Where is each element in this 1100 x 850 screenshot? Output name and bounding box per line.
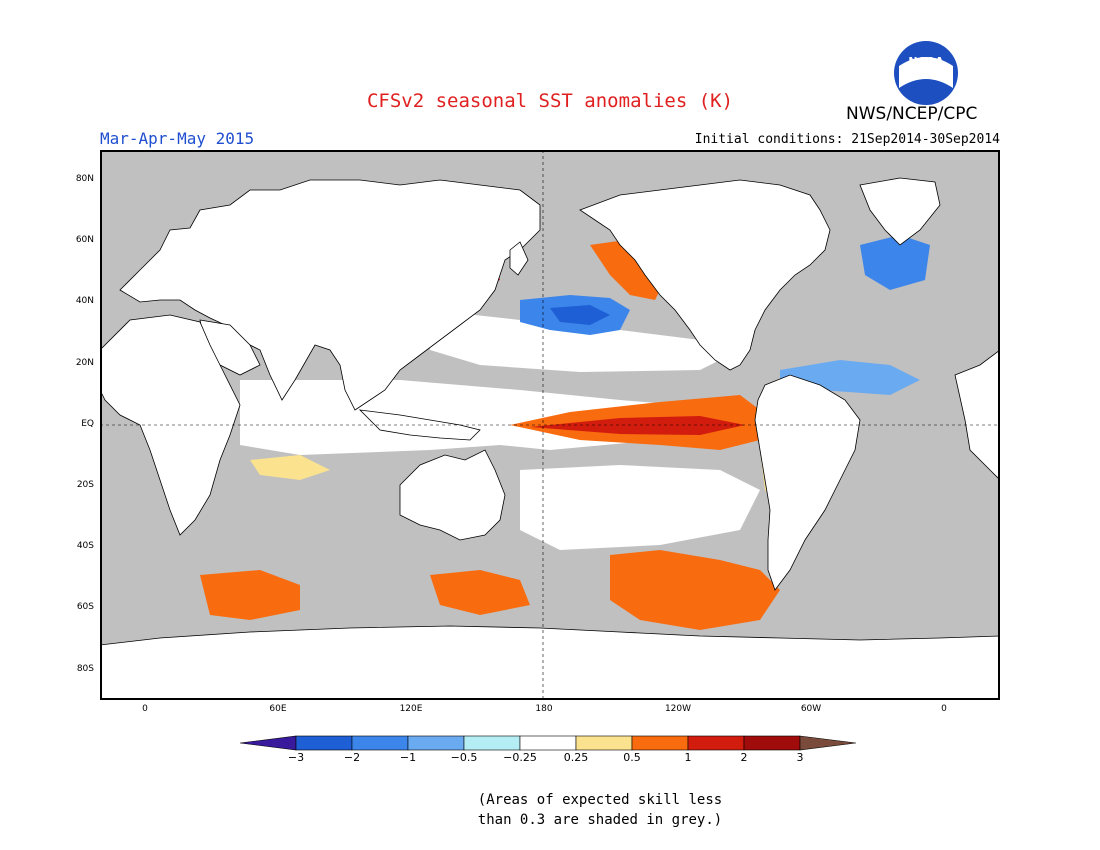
colorbar-segment [519, 735, 577, 751]
skill-note-line2: than 0.3 are shaded in grey.) [477, 812, 723, 828]
colorbar-tick-label: 0.25 [563, 751, 589, 764]
equator-dateline-grid [100, 150, 1000, 700]
sst-anomaly-map [100, 150, 1000, 700]
lon-label: 120E [399, 704, 423, 714]
initial-conditions: Initial conditions: 21Sep2014-30Sep2014 [694, 132, 1000, 147]
colorbar-tick-label: 0.5 [623, 751, 641, 764]
lon-label: 180 [535, 704, 553, 714]
southern-warm-1 [610, 550, 780, 630]
lat-label: 80N [75, 174, 94, 184]
map-title: CFSv2 seasonal SST anomalies (K) [366, 90, 734, 112]
logo-text: NOAA [908, 55, 944, 68]
lat-label: EQ [81, 418, 94, 429]
white-north-pacific [430, 310, 740, 372]
lat-label: 20S [76, 480, 94, 490]
enso-red-core [530, 416, 745, 435]
colorbar-min-arrow [239, 735, 297, 751]
colorbar-tick-label: −1 [399, 751, 417, 764]
white-south-pacific [520, 465, 760, 550]
lon-label: 60W [800, 704, 822, 714]
colorbar-tick-label: 2 [740, 751, 748, 764]
colorbar-tick-label: 3 [796, 751, 804, 764]
lat-label: 20N [75, 357, 94, 368]
colorbar-segment [575, 735, 633, 751]
anomaly-patches [200, 235, 930, 630]
agency-label: NWS/NCEP/CPC [846, 104, 978, 124]
colorbar-segment [743, 735, 801, 751]
lon-label: 120W [664, 704, 692, 714]
lon-label: 60E [269, 704, 287, 714]
north-atlantic-cold [860, 235, 930, 290]
lat-label: 60N [75, 235, 94, 246]
southern-warm-3 [430, 570, 530, 615]
colorbar-segment [687, 735, 745, 751]
colorbar-segment [407, 735, 465, 751]
colorbar-tick-label: −0.5 [450, 751, 478, 764]
north-pacific-cold-inner [550, 305, 610, 325]
colorbar [239, 735, 857, 751]
lon-label: 0 [142, 704, 148, 714]
colorbar-tick-label: −2 [343, 751, 361, 764]
colorbar-max-arrow [799, 735, 857, 751]
colorbar-segment [631, 735, 689, 751]
map-frame [100, 150, 1000, 700]
colorbar-segment [463, 735, 521, 751]
colorbar-tick-label: −3 [287, 751, 305, 764]
lon-label: 0 [941, 704, 947, 714]
colorbar-tick-label: −0.25 [503, 751, 537, 764]
colorbar-tick-label: 1 [684, 751, 692, 764]
forecast-period: Mar-Apr-May 2015 [100, 129, 255, 148]
skill-note-line1: (Areas of expected skill less [477, 792, 723, 808]
lat-label: 60S [76, 602, 94, 613]
southern-warm-2 [200, 570, 300, 620]
colorbar-segment [295, 735, 353, 751]
colorbar-segment [351, 735, 409, 751]
lat-label: 80S [76, 663, 94, 674]
yellow-fringe-io [250, 455, 330, 480]
lat-label: 40N [75, 296, 94, 307]
lat-label: 40S [76, 541, 94, 552]
noaa-logo: NOAA [894, 41, 958, 105]
logo-wave [899, 57, 953, 88]
